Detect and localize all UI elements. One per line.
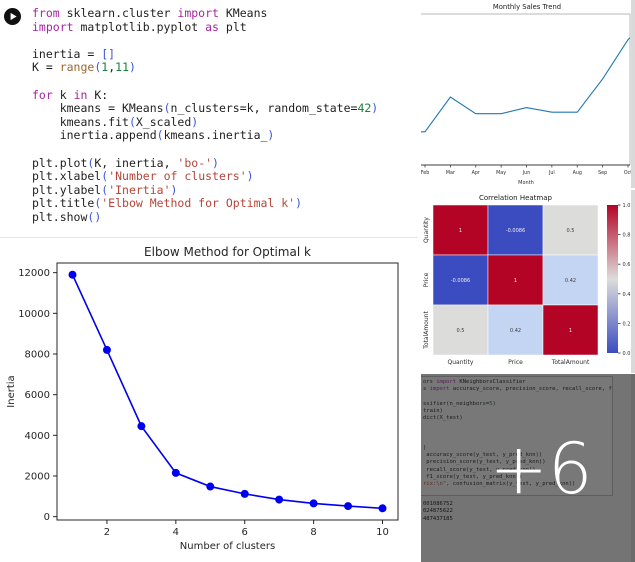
svg-text:May: May: [496, 170, 506, 176]
svg-text:0.2: 0.2: [623, 321, 631, 327]
run-cell-button[interactable]: [4, 8, 21, 25]
gallery-item-more-images[interactable]: ors import KNeighborsClassifiers import …: [421, 374, 635, 562]
svg-text:Sep: Sep: [598, 170, 607, 176]
code-line: import matplotlib.pyplot as plt: [32, 19, 247, 34]
svg-text:6: 6: [242, 527, 248, 538]
right-edge-strip: [631, 190, 635, 373]
svg-text:0.5: 0.5: [567, 228, 575, 234]
code-line: kmeans = KMeans(n_clusters=k, random_sta…: [32, 101, 379, 116]
svg-text:Apr: Apr: [472, 170, 480, 176]
code-line: inertia = []: [32, 46, 116, 61]
svg-text:1: 1: [569, 328, 572, 334]
svg-text:4: 4: [173, 527, 179, 538]
code-cell[interactable]: from sklearn.cluster import KMeans import…: [0, 0, 418, 232]
x-axis-label: Month: [518, 180, 534, 186]
code-line: plt.plot(K, inertia, 'bo-'): [32, 155, 219, 170]
svg-text:8000: 8000: [25, 349, 50, 360]
svg-text:2000: 2000: [25, 471, 50, 482]
correlation-heatmap-chart: Correlation Heatmap 1 -0.0086 0.5 -0.0086 1 0.…: [423, 194, 631, 366]
svg-text:Mar: Mar: [446, 170, 455, 176]
svg-text:-0.0086: -0.0086: [451, 278, 470, 284]
svg-text:10000: 10000: [18, 309, 50, 320]
svg-text:Oct: Oct: [624, 170, 631, 176]
code-line: from sklearn.cluster import KMeans: [32, 6, 268, 20]
svg-text:Price: Price: [423, 272, 430, 287]
chart-title: Elbow Method for Optimal k: [144, 245, 311, 259]
chart-title: Correlation Heatmap: [479, 194, 553, 202]
code-line: plt.title('Elbow Method for Optimal k'): [32, 196, 303, 211]
svg-text:1: 1: [459, 228, 462, 234]
svg-text:2: 2: [104, 527, 110, 538]
sales-line: [421, 37, 631, 133]
code-line: plt.ylabel('Inertia'): [32, 182, 178, 197]
right-edge-strip: [631, 0, 635, 188]
code-line: inertia.append(kmeans.inertia_): [32, 128, 275, 143]
cell-output-area: Elbow Method for Optimal k 0 2000 4000 6000 8…: [0, 240, 418, 562]
code-line: [32, 143, 412, 157]
sales-trend-chart: Monthly Sales Trend Feb Mar Apr May Jun Jul Aug…: [421, 3, 632, 186]
cell-separator: [0, 237, 418, 238]
svg-text:Quantity: Quantity: [423, 217, 430, 243]
code-editor[interactable]: from sklearn.cluster import KMeans import…: [32, 6, 412, 225]
svg-text:TotalAmount: TotalAmount: [551, 359, 590, 366]
code-line: for k in K:: [32, 87, 109, 102]
svg-text:Aug: Aug: [573, 170, 582, 176]
code-line: plt.show(): [32, 209, 102, 224]
code-line: kmeans.fit(X_scaled): [32, 114, 199, 129]
svg-text:Jun: Jun: [522, 170, 531, 176]
gallery-item-sales-chart[interactable]: Monthly Sales Trend Feb Mar Apr May Jun Jul Aug…: [421, 0, 635, 188]
code-line: [32, 34, 412, 48]
svg-text:10: 10: [376, 527, 389, 538]
elbow-line: [71, 274, 383, 510]
svg-text:0.6: 0.6: [623, 262, 631, 268]
colorbar: [607, 205, 618, 353]
svg-text:6000: 6000: [25, 390, 50, 401]
svg-text:-0.0086: -0.0086: [506, 228, 525, 234]
chart-title: Monthly Sales Trend: [493, 3, 561, 11]
svg-text:0.42: 0.42: [510, 328, 521, 334]
svg-text:Jul: Jul: [548, 170, 555, 176]
dark-overlay: [421, 374, 635, 562]
svg-text:Quantity: Quantity: [448, 359, 474, 366]
svg-text:1: 1: [514, 278, 517, 284]
svg-text:1.0: 1.0: [623, 203, 631, 209]
svg-text:0.42: 0.42: [565, 278, 576, 284]
x-axis-label: Number of clusters: [180, 541, 275, 552]
svg-text:0: 0: [44, 512, 50, 523]
code-line: plt.xlabel('Number of clusters'): [32, 169, 254, 184]
image-gallery: Monthly Sales Trend Feb Mar Apr May Jun Jul Aug…: [421, 0, 635, 562]
code-line: [32, 75, 412, 89]
gallery-item-heatmap[interactable]: Correlation Heatmap 1 -0.0086 0.5 -0.0086 1 0.…: [421, 190, 635, 373]
svg-text:0.0: 0.0: [623, 351, 631, 357]
svg-text:12000: 12000: [18, 268, 50, 279]
svg-text:4000: 4000: [25, 431, 50, 442]
svg-text:TotalAmount: TotalAmount: [423, 311, 430, 350]
y-axis-label: Inertia: [6, 375, 17, 407]
code-line: K = range(1,11): [32, 60, 136, 75]
svg-text:0.5: 0.5: [457, 328, 465, 334]
svg-text:8: 8: [310, 527, 316, 538]
svg-text:Feb: Feb: [421, 170, 429, 176]
svg-text:0.4: 0.4: [623, 292, 631, 298]
svg-text:Price: Price: [508, 359, 523, 366]
notebook-left-column: from sklearn.cluster import KMeans import…: [0, 0, 418, 562]
svg-text:0.8: 0.8: [623, 233, 631, 239]
elbow-chart: Elbow Method for Optimal k 0 2000 4000 6000 8…: [6, 245, 399, 552]
play-icon: [4, 8, 21, 25]
